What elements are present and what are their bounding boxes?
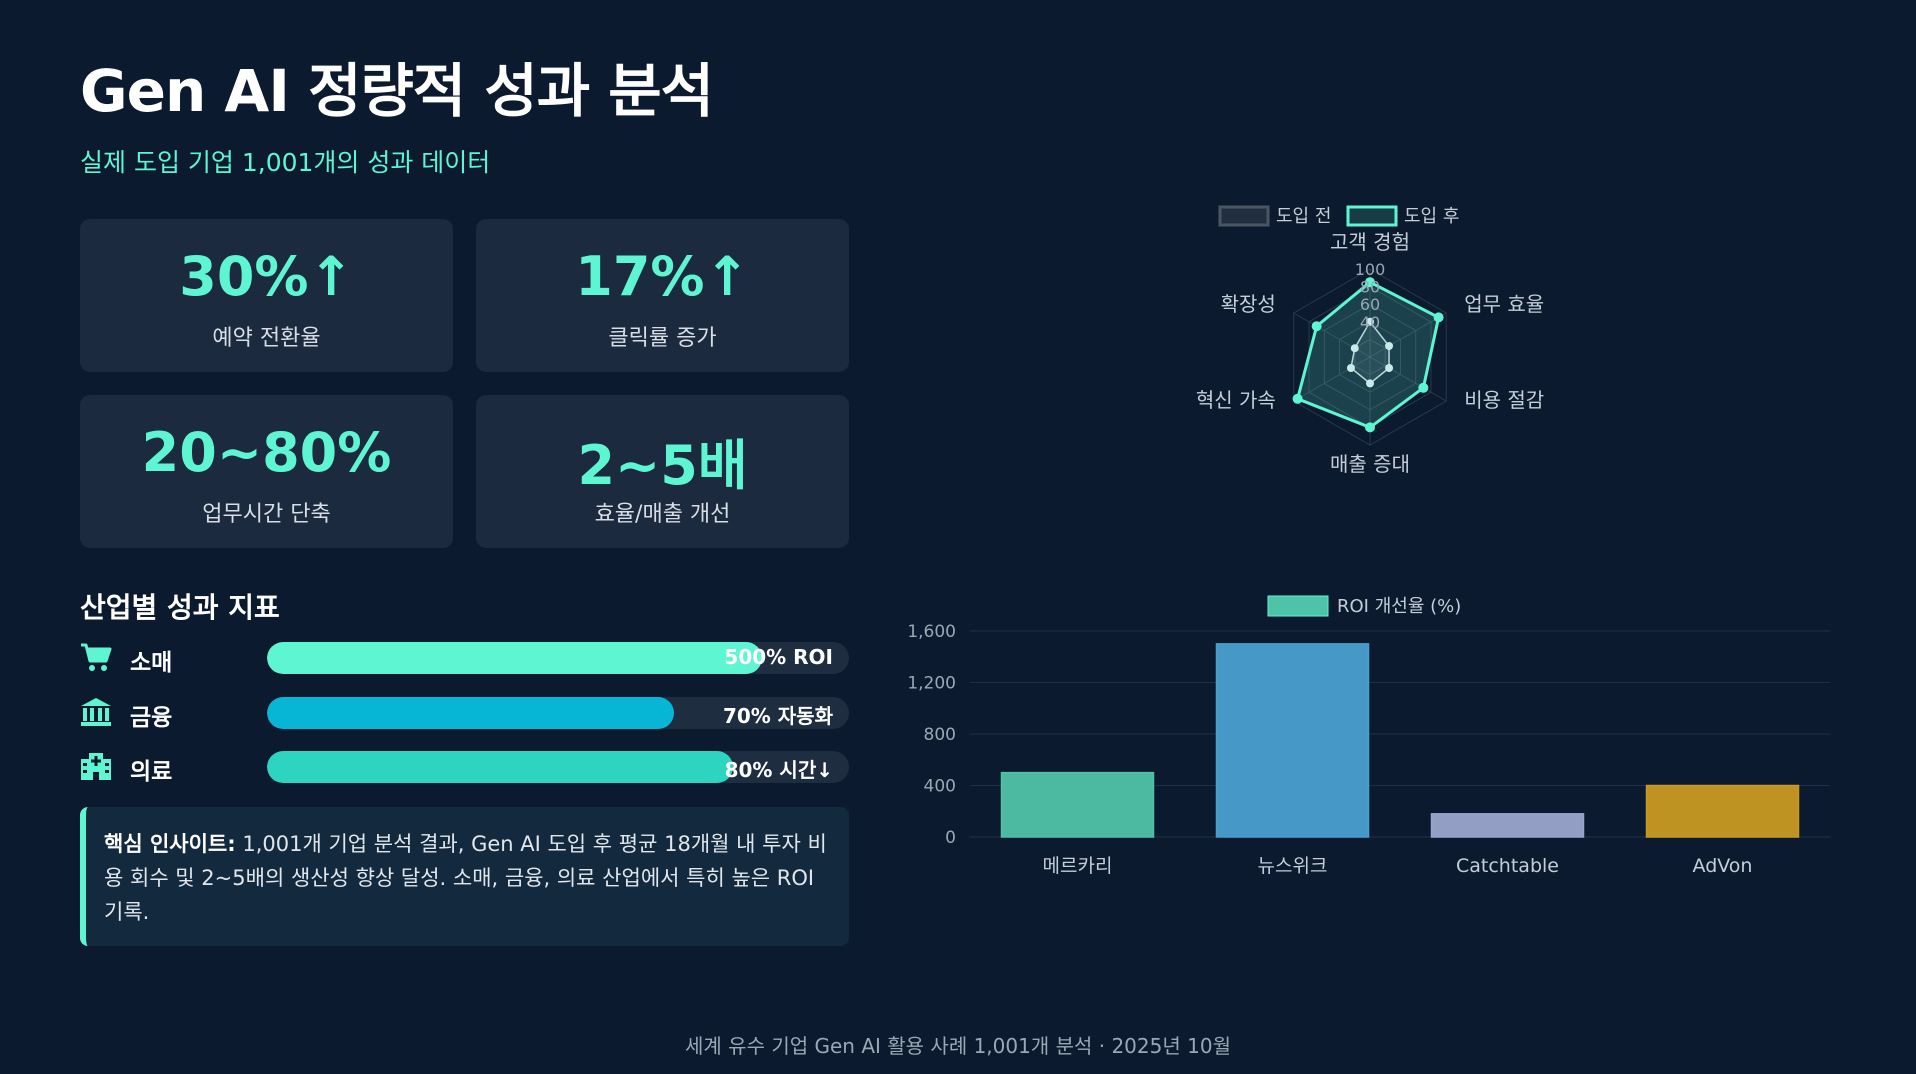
page-title: Gen AI 정량적 성과 분석 <box>80 57 714 125</box>
radar-axis-label: 확장성 <box>1221 292 1276 316</box>
kpi-label: 예약 전환율 <box>212 326 321 351</box>
shopping-cart-icon <box>81 643 112 671</box>
industry-row-retail: 소매 500% ROI <box>80 641 850 676</box>
industry-label: 금융 <box>130 705 173 731</box>
radar-tick-label: 100 <box>1355 260 1386 279</box>
bank-icon <box>81 698 111 726</box>
industry-value: 500% ROI <box>724 645 833 669</box>
legend-label: ROI 개선율 (%) <box>1337 596 1461 617</box>
radar-point <box>1346 364 1355 372</box>
radar-legend: 도입 전 도입 후 <box>1218 205 1459 227</box>
kpi-card-conversion: 30%↑ 예약 전환율 <box>80 219 453 372</box>
kpi-card-efficiency: 2~5배 효율/매출 개선 <box>476 395 849 548</box>
radar-axis-label: 고객 경험 <box>1330 230 1410 254</box>
bar-y-tick-label: 400 <box>924 777 956 797</box>
radar-tick-label: 60 <box>1360 295 1380 314</box>
industry-value: 80% 시간↓ <box>724 758 833 782</box>
kpi-card-ctr: 17%↑ 클릭률 증가 <box>476 219 849 372</box>
industry-value: 70% 자동화 <box>722 704 833 728</box>
industry-progress-fill <box>267 751 733 783</box>
bar <box>1430 813 1585 838</box>
bar-x-tick-label: 뉴스위크 <box>1258 855 1328 877</box>
radar-spoke <box>1293 356 1371 402</box>
insight-label: 핵심 인사이트: <box>104 832 236 856</box>
legend-label: 도입 후 <box>1404 206 1459 227</box>
radar-axis-label: 혁신 가속 <box>1196 388 1276 412</box>
legend-swatch <box>1267 595 1329 617</box>
bar <box>1000 771 1155 838</box>
legend-swatch <box>1218 205 1270 227</box>
kpi-label: 효율/매출 개선 <box>594 502 731 527</box>
industry-row-healthcare: 의료 80% 시간↓ <box>80 750 850 785</box>
hospital-icon <box>81 753 111 780</box>
industry-progress-fill <box>267 642 762 674</box>
bar-y-tick-label: 800 <box>924 725 956 745</box>
industry-section-title: 산업별 성과 지표 <box>80 591 280 624</box>
industry-label: 소매 <box>130 650 173 676</box>
radar-tick-label: 80 <box>1360 278 1380 297</box>
bar-x-tick-label: AdVon <box>1693 855 1753 877</box>
bar <box>1215 643 1370 838</box>
radar-point <box>1365 277 1375 288</box>
radar-point <box>1365 422 1375 433</box>
industry-progress-track: 80% 시간↓ <box>267 751 849 783</box>
radar-point <box>1311 321 1322 332</box>
bar-y-tick-label: 0 <box>945 828 956 848</box>
bar-x-tick-label: 메르카리 <box>1043 855 1113 877</box>
bar-x-tick-label: Catchtable <box>1456 855 1559 877</box>
radar-point <box>1385 364 1394 372</box>
page-subtitle: 실제 도입 기업 1,001개의 성과 데이터 <box>80 148 491 177</box>
industry-progress-fill <box>267 697 675 729</box>
footer-note: 세계 유수 기업 Gen AI 활용 사례 1,001개 분석 · 2025년 … <box>685 1034 1231 1058</box>
radar-point <box>1418 382 1429 393</box>
kpi-card-time-saving: 20~80% 업무시간 단축 <box>80 395 453 548</box>
radar-point <box>1292 393 1303 404</box>
industry-progress-track: 500% ROI <box>267 642 849 674</box>
radar-point <box>1366 317 1374 326</box>
insight-box: 핵심 인사이트: 1,001개 기업 분석 결과, Gen AI 도입 후 평균… <box>80 807 849 946</box>
radar-axis-label: 비용 절감 <box>1464 388 1544 412</box>
industry-progress-track: 70% 자동화 <box>267 697 849 729</box>
legend-swatch <box>1346 205 1398 227</box>
kpi-label: 클릭률 증가 <box>608 326 717 351</box>
kpi-value: 17%↑ <box>575 245 750 308</box>
radar-tick-label: 40 <box>1360 313 1380 332</box>
roi-bar-chart: ROI 개선율 (%) 0 400 800 1,200 1,600 메르카리 뉴스위크 Catc… <box>907 595 1830 877</box>
bar <box>1645 784 1800 838</box>
radar-point <box>1385 342 1394 350</box>
radar-point <box>1433 312 1444 323</box>
radar-spoke <box>1369 356 1447 402</box>
bar-y-tick-label: 1,600 <box>907 622 956 642</box>
bar-y-tick-label: 1,200 <box>907 674 956 694</box>
kpi-value: 20~80% <box>141 421 392 484</box>
kpi-value: 30%↑ <box>179 245 354 308</box>
radar-point <box>1350 344 1359 353</box>
insight-text: 1,001개 기업 분석 결과, Gen AI 도입 후 평균 18개월 내 투… <box>104 832 827 924</box>
radar-axis-label: 업무 효율 <box>1464 292 1544 316</box>
radar-point <box>1366 379 1374 388</box>
kpi-label: 업무시간 단축 <box>202 502 331 527</box>
radar-spoke <box>1369 312 1447 358</box>
legend-label: 도입 전 <box>1276 206 1331 227</box>
industry-label: 의료 <box>130 759 173 785</box>
kpi-value: 2~5배 <box>577 434 748 497</box>
radar-axis-label: 매출 증대 <box>1330 452 1410 476</box>
industry-row-finance: 금융 70% 자동화 <box>80 696 850 731</box>
